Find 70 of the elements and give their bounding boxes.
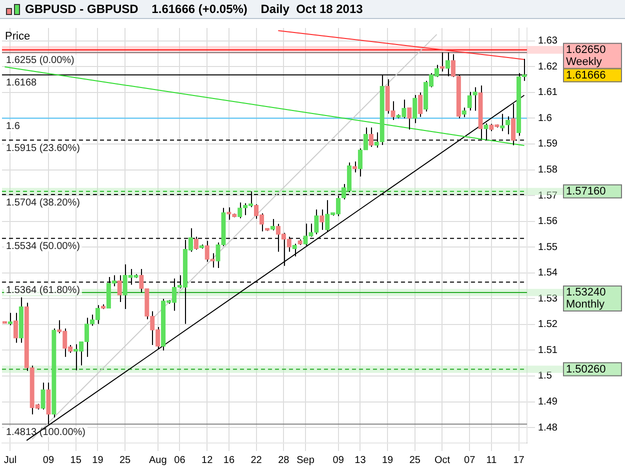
ref-line-label: 1.5534 (50.00%) [6,241,80,252]
x-tick-label: 28 [278,454,290,466]
x-tick-label: 07 [464,454,476,466]
y-tick-label: 1.51 [538,344,558,356]
x-tick-label: 19 [382,454,394,466]
candlestick [352,161,358,173]
x-tick-label: 15 [70,454,82,466]
y-tick-label: 1.56 [538,216,558,228]
chart-title: GBPUSD - GBPUSD 1.61666 (+0.05%) Daily Oct 18 2013 [25,2,363,16]
band-label: 1.53240 Monthly [566,286,606,310]
candlestick [46,382,51,425]
band-label: 1.50260 [566,363,606,376]
x-tick-label: Oct [434,454,450,466]
y-tick-label: 1.5 [538,370,552,382]
ref-line-label: 1.6168 [6,78,38,89]
x-tick-label: 09 [332,454,344,466]
ref-line-label: 1.5915 (23.60%) [6,142,80,154]
x-tick-label: 22 [250,454,262,466]
band-label: 1.57160 [566,185,606,198]
candlestick [418,92,423,118]
candlestick [407,107,412,130]
x-tick-label: Aug [148,454,167,466]
candlestick [440,52,445,72]
candlestick [500,113,505,132]
y-tick-label: 1.54 [538,268,558,279]
candlestick [358,148,363,177]
x-tick-label: Jul [4,454,17,466]
candlestick [467,91,472,111]
x-tick-label: Sep [296,454,315,466]
ref-line-label: 1.5364 (61.80%) [6,284,80,296]
y-tick-label: 1.61 [538,87,558,98]
ref-line-label: 1.6255 (0.00%) [6,55,74,66]
x-tick-label: 09 [42,454,54,466]
y-tick-label: 1.49 [538,396,558,408]
ref-line-label: 1.6 [6,120,20,132]
y-tick-label: 1.55 [538,242,558,253]
y-tick-label: 1.48 [538,422,558,434]
text: 1.61666 [566,69,606,82]
y-axis-title: Price [5,30,30,43]
candlestick [484,122,488,141]
y-tick-label: 1.58 [538,164,558,176]
x-tick-label: 12 [202,454,214,466]
y-tick-label: 1.53 [538,293,558,304]
candlestick [320,208,324,230]
y-tick-label: 1.6 [538,112,552,124]
candlestick [314,208,319,235]
x-tick-label: 17 [513,454,525,466]
y-tick-label: 1.59 [538,138,558,150]
y-tick-label: 1.52 [538,319,558,330]
y-tick-label: 1.62 [538,61,558,72]
x-tick-label: 25 [409,454,421,466]
candlestick [238,202,242,219]
x-tick-label: 25 [119,454,132,466]
x-tick-label: 06 [174,454,186,466]
x-tick-label: 19 [92,454,104,466]
candlestick [40,382,46,410]
x-tick-label: 11 [486,454,498,466]
ref-line-label: 1.4813 (100.00%) [6,426,86,438]
x-tick-label: 13 [354,454,366,466]
candlestick [412,94,418,124]
ref-line-label: 1.5704 (38.20%) [6,197,80,208]
y-tick-label: 1.57 [538,190,558,202]
candlestick [506,116,510,135]
candlestick [13,312,18,344]
y-tick-label: 1.63 [538,36,558,47]
band-label: 1.62650 Weekly [566,44,606,68]
candlestick [292,243,297,257]
candlestick [472,86,478,112]
x-tick-label: 16 [223,454,235,466]
candlestick [303,223,308,246]
